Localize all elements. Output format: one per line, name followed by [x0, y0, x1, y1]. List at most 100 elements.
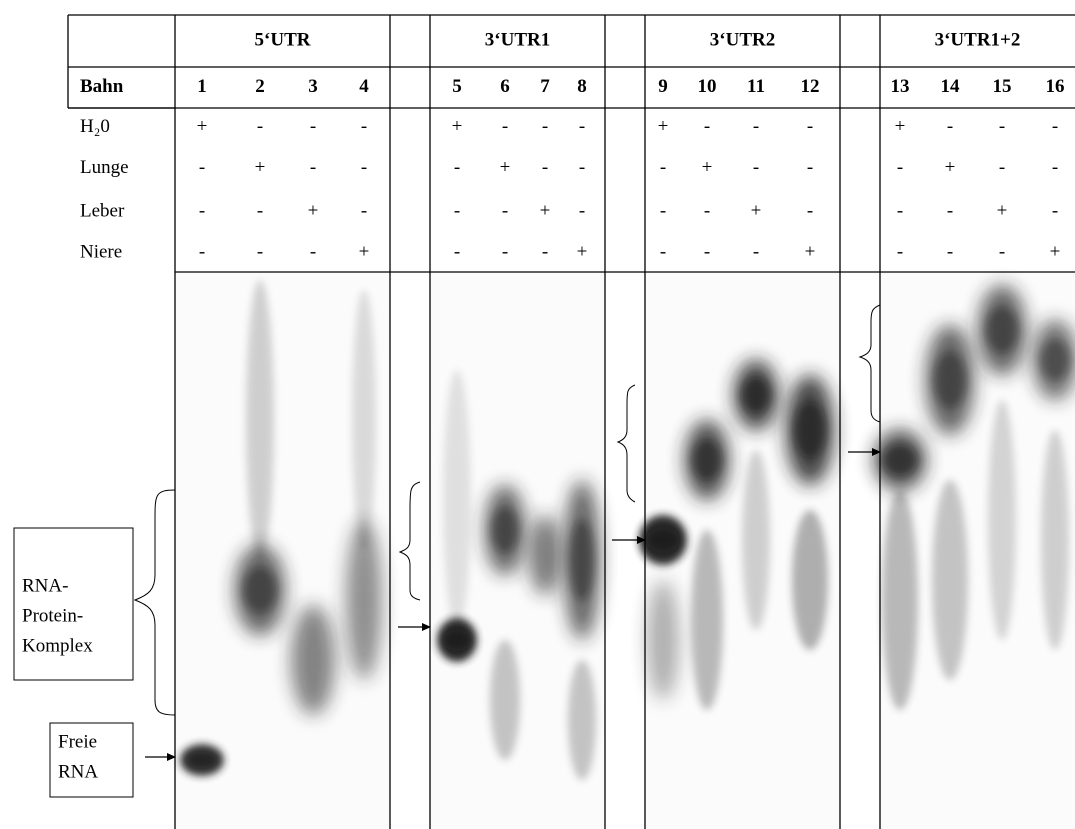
cell: + — [658, 116, 669, 137]
complex-label: Protein- — [22, 605, 83, 626]
cell: + — [308, 200, 319, 221]
group-title: 3‘UTR2 — [710, 29, 775, 50]
cell: - — [999, 157, 1005, 178]
cell: - — [454, 241, 460, 262]
lane-number: 9 — [658, 76, 668, 97]
lane-number: 11 — [747, 76, 765, 97]
free-label: RNA — [58, 761, 98, 782]
brace — [618, 385, 635, 502]
cell: + — [255, 157, 266, 178]
lane-number: 3 — [308, 76, 318, 97]
cell: - — [454, 200, 460, 221]
cell: - — [897, 157, 903, 178]
cell: - — [753, 157, 759, 178]
cell: - — [310, 157, 316, 178]
lane-number: 14 — [941, 76, 961, 97]
cell: + — [945, 157, 956, 178]
cell: - — [807, 116, 813, 137]
complex-box — [14, 528, 133, 680]
cell: - — [199, 157, 205, 178]
cell: - — [807, 157, 813, 178]
cell: - — [257, 241, 263, 262]
figure: Bahn5‘UTR12343‘UTR156783‘UTR291011123‘UT… — [0, 0, 1075, 829]
row-header: Bahn — [80, 76, 124, 97]
brace — [860, 305, 880, 422]
lane-number: 15 — [993, 76, 1012, 97]
cell: - — [704, 116, 710, 137]
lane-number: 5 — [452, 76, 462, 97]
row-label: H₂0 — [80, 116, 110, 137]
gel-band — [352, 290, 376, 550]
cell: - — [542, 157, 548, 178]
cell: + — [997, 200, 1008, 221]
cell: + — [1050, 241, 1061, 262]
cell: - — [361, 116, 367, 137]
cell: - — [502, 200, 508, 221]
cell: - — [454, 157, 460, 178]
cell: + — [500, 157, 511, 178]
gel-band-core — [692, 440, 723, 480]
lane-number: 13 — [891, 76, 910, 97]
lane-number: 6 — [500, 76, 510, 97]
cell: - — [361, 200, 367, 221]
lane-number: 4 — [359, 76, 369, 97]
gel-band-core — [1040, 340, 1071, 380]
cell: - — [502, 116, 508, 137]
cell: - — [897, 241, 903, 262]
gel-band-core — [646, 528, 680, 553]
gel-band — [647, 580, 679, 700]
gel-band-core — [741, 378, 772, 413]
cell: - — [660, 241, 666, 262]
cell: + — [577, 241, 588, 262]
cell: - — [999, 241, 1005, 262]
cell: + — [452, 116, 463, 137]
lane-number: 16 — [1046, 76, 1065, 97]
cell: + — [751, 200, 762, 221]
gel-band — [882, 490, 918, 710]
gel-band — [932, 480, 968, 680]
lane-number: 10 — [698, 76, 717, 97]
gel-band-core — [243, 568, 278, 613]
gel-band-core — [793, 403, 827, 458]
cell: - — [361, 157, 367, 178]
lane-number: 1 — [197, 76, 207, 97]
cell: - — [999, 116, 1005, 137]
cell: - — [310, 241, 316, 262]
cell: + — [359, 241, 370, 262]
cell: - — [947, 116, 953, 137]
cell: - — [947, 241, 953, 262]
group-title: 5‘UTR — [255, 29, 311, 50]
cell: + — [895, 116, 906, 137]
complex-label: RNA- — [22, 575, 68, 596]
cell: + — [540, 200, 551, 221]
cell: + — [805, 241, 816, 262]
complex-label: Komplex — [22, 635, 93, 656]
cell: - — [704, 241, 710, 262]
gel-band — [568, 660, 596, 780]
row-label: Lunge — [80, 157, 129, 178]
lane-number: 8 — [577, 76, 587, 97]
row-label: Leber — [80, 200, 125, 221]
cell: + — [702, 157, 713, 178]
cell: - — [1052, 157, 1058, 178]
free-label: Freie — [58, 731, 97, 752]
cell: + — [197, 116, 208, 137]
cell: - — [579, 157, 585, 178]
cell: - — [704, 200, 710, 221]
gel-band-core — [985, 308, 1019, 353]
brace — [400, 482, 420, 600]
brace — [135, 490, 175, 715]
gel-band — [246, 280, 274, 560]
gel-band-core — [882, 445, 918, 475]
cell: - — [897, 200, 903, 221]
group-title: 3‘UTR1+2 — [935, 29, 1021, 50]
cell: - — [199, 241, 205, 262]
gel-band-core — [187, 752, 218, 768]
cell: - — [947, 200, 953, 221]
cell: - — [807, 200, 813, 221]
gel-band — [443, 370, 471, 630]
gel-band — [988, 400, 1016, 640]
gel-band-core — [933, 353, 967, 408]
cell: - — [1052, 200, 1058, 221]
lane-number: 7 — [540, 76, 550, 97]
